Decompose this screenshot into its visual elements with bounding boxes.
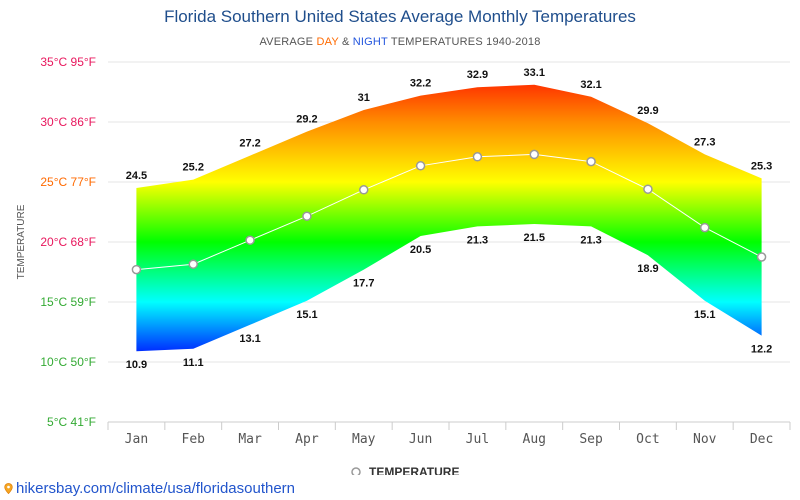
y-tick-label: 20°C 68°F <box>40 235 96 249</box>
night-value-label: 21.3 <box>580 234 601 246</box>
data-labels: 24.5 25.2 27.2 29.2 31 32.2 32.9 33.1 32.1 29.9 27… <box>126 67 773 371</box>
average-temperature-point <box>245 235 255 245</box>
day-value-label: 27.3 <box>694 136 715 148</box>
temperature-band <box>136 84 762 352</box>
x-tick-label: Oct <box>636 432 659 447</box>
subtitle-amp: & <box>338 36 353 48</box>
y-tick-label: 25°C 77°F <box>40 175 96 189</box>
night-value-label: 21.5 <box>524 232 545 244</box>
night-value-label: 11.1 <box>183 357 204 369</box>
y-tick-label: 15°C 59°F <box>40 295 96 309</box>
day-value-label: 32.2 <box>410 78 431 90</box>
day-value-label: 29.9 <box>637 105 658 117</box>
x-axis: Jan Feb Mar Apr May Jun Jul Aug Sep Oct Nov Dec <box>107 421 791 447</box>
day-value-label: 25.2 <box>183 162 204 174</box>
average-temperature-line <box>136 153 762 271</box>
chart-subtitle: AVERAGE DAY & NIGHT TEMPERATURES 1940-20… <box>0 36 800 48</box>
subtitle-suffix: TEMPERATURES 1940-2018 <box>387 36 541 48</box>
night-value-label: 18.9 <box>637 263 658 275</box>
x-tick-label: Mar <box>238 432 262 447</box>
y-tick-label: 5°C 41°F <box>47 415 96 429</box>
day-value-label: 25.3 <box>751 160 772 172</box>
day-value-label: 32.1 <box>580 79 601 91</box>
night-value-label: 17.7 <box>353 278 374 290</box>
subtitle-prefix: AVERAGE <box>259 36 317 48</box>
chart-title: Florida Southern United States Average M… <box>164 7 636 26</box>
day-value-label: 32.9 <box>467 69 488 81</box>
night-value-label: 15.1 <box>296 309 317 321</box>
average-temperature-point <box>188 259 198 269</box>
x-tick-label: Apr <box>295 432 319 447</box>
average-temperature-point <box>131 264 142 275</box>
y-axis-title-group: TEMPERATURE <box>16 204 27 279</box>
x-tick-label: Jul <box>466 432 489 447</box>
x-tick-label: Nov <box>693 432 717 447</box>
average-temperature-point <box>529 149 539 160</box>
average-temperature-point <box>472 152 483 162</box>
night-value-label: 10.9 <box>126 359 147 371</box>
night-value-label: 15.1 <box>694 309 715 321</box>
average-temperature-point <box>586 156 596 167</box>
night-value-label: 13.1 <box>239 333 260 345</box>
day-value-label: 29.2 <box>296 114 317 126</box>
night-value-label: 20.5 <box>410 244 431 256</box>
map-pin-icon <box>4 483 13 494</box>
day-value-label: 27.2 <box>239 138 260 150</box>
y-tick-label: 10°C 50°F <box>40 355 96 369</box>
day-value-label: 31 <box>358 92 370 104</box>
source-url[interactable]: hikersbay.com/climate/usa/floridasouther… <box>16 480 296 497</box>
legend[interactable]: TEMPERATURE <box>351 465 459 475</box>
x-tick-label: Feb <box>182 432 206 447</box>
average-temperature-point <box>756 252 767 262</box>
average-temperature-point <box>700 222 710 233</box>
x-tick-label: Dec <box>750 432 773 447</box>
average-temperature-point <box>415 161 426 171</box>
average-temperature-point <box>302 211 312 221</box>
y-tick-label: 30°C 86°F <box>40 115 96 129</box>
x-tick-label: May <box>352 432 376 447</box>
temperature-chart: 5°C 41°F 10°C 50°F 15°C 59°F 20°C 68°F 25°C … <box>16 55 791 475</box>
temperature-range-area <box>136 84 762 352</box>
night-value-label: 12.2 <box>751 344 772 356</box>
day-value-label: 33.1 <box>524 67 545 79</box>
legend-label: TEMPERATURE <box>369 465 459 475</box>
subtitle-day: DAY <box>316 36 339 48</box>
x-tick-label: Sep <box>579 432 603 447</box>
y-tick-label: 35°C 95°F <box>40 55 96 69</box>
subtitle-night: NIGHT <box>352 36 388 48</box>
average-temperature-point <box>359 185 369 195</box>
x-tick-label: Jun <box>409 432 432 447</box>
day-value-label: 24.5 <box>126 170 147 182</box>
y-axis-title: TEMPERATURE <box>16 204 27 279</box>
legend-marker <box>351 467 361 475</box>
source-link[interactable]: hikersbay.com/climate/usa/floridasouther… <box>4 480 295 497</box>
average-line-group <box>131 149 767 275</box>
x-tick-label: Aug <box>523 432 546 447</box>
night-value-label: 21.3 <box>467 234 488 246</box>
average-temperature-point <box>643 184 653 194</box>
x-tick-label: Jan <box>125 432 148 447</box>
